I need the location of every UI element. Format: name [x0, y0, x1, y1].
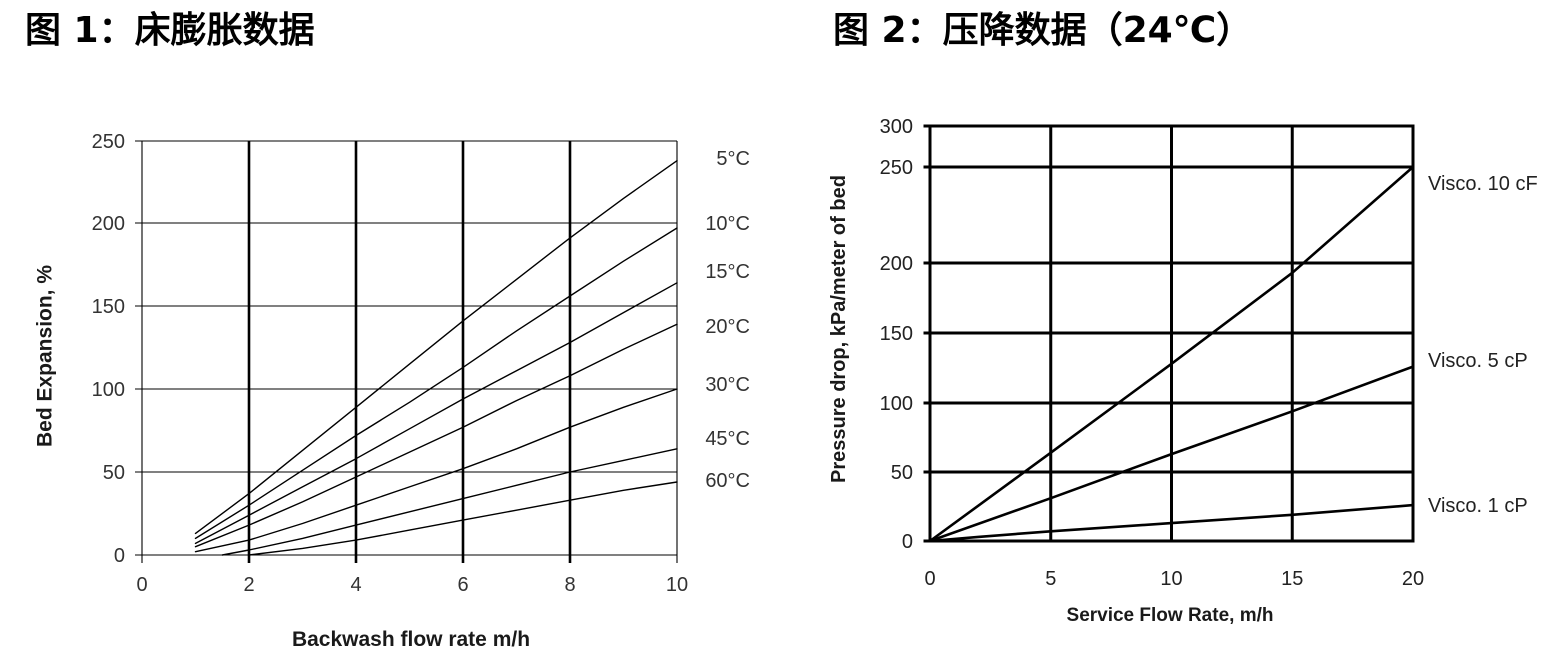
- series-label-visco-10-cf: Visco. 10 cF: [1428, 173, 1538, 195]
- chart-1: 0 50 100 150 200 250 0 2 4 6 8 10 Bed Expansion, % Ba…: [33, 131, 750, 651]
- grid: [923, 124, 1415, 543]
- series-line-10-c: [194, 227, 678, 540]
- y-tick-label-100: 100: [880, 393, 913, 415]
- x-tick-label-6: 6: [457, 574, 468, 596]
- x-tick-label-5: 5: [1045, 568, 1056, 590]
- x-tick-label-15: 15: [1281, 568, 1303, 590]
- series-label-10-c: 10°C: [705, 213, 750, 235]
- y-tick-label-0: 0: [114, 545, 125, 567]
- series-line-60-c: [248, 481, 678, 556]
- y-tick-label-250: 250: [880, 157, 913, 179]
- y-tick-label-150: 150: [880, 323, 913, 345]
- series-label-visco-5-cp: Visco. 5 cP: [1428, 350, 1528, 372]
- series-label-45-c: 45°C: [705, 428, 750, 450]
- y-tick-label-100: 100: [92, 379, 125, 401]
- x-tick-label-20: 20: [1402, 568, 1424, 590]
- x-tick-label-10: 10: [666, 574, 688, 596]
- grid: [135, 140, 678, 563]
- x-tick-label-10: 10: [1160, 568, 1182, 590]
- y-tick-label-300: 300: [880, 116, 913, 138]
- x-tick-label-0: 0: [136, 574, 147, 596]
- y-tick-label-150: 150: [92, 296, 125, 318]
- x-tick-label-4: 4: [350, 574, 361, 596]
- x-axis-label: Backwash flow rate m/h: [292, 628, 530, 651]
- chart-2: 0 50 100 150 200 250 300 0 5 10 15 20 Pressure drop,…: [828, 116, 1538, 626]
- series-label-20-c: 20°C: [705, 316, 750, 338]
- y-tick-label-200: 200: [92, 213, 125, 235]
- y-tick-label-50: 50: [891, 462, 913, 484]
- y-tick-label-200: 200: [880, 253, 913, 275]
- series-label-visco-1-cp: Visco. 1 cP: [1428, 495, 1528, 517]
- series-label-60-c: 60°C: [705, 470, 750, 492]
- figure-1-title: 图 1：床膨胀数据: [25, 10, 315, 51]
- series-label-15-c: 15°C: [705, 261, 750, 283]
- series-line-5-c: [194, 159, 678, 535]
- y-axis-label: Pressure drop, kPa/meter of bed: [828, 175, 850, 483]
- series-line-visco-10-cf: [928, 165, 1415, 543]
- x-axis-label: Service Flow Rate, m/h: [1067, 605, 1274, 626]
- series-line-visco-1-cp: [928, 503, 1415, 543]
- y-axis-label: Bed Expansion, %: [33, 265, 56, 447]
- series-line-15-c: [194, 282, 678, 545]
- series-line-30-c: [194, 388, 678, 553]
- figure-2-title: 图 2：压降数据（24℃）: [833, 10, 1253, 51]
- series-line-20-c: [194, 323, 678, 548]
- x-tick-label-2: 2: [243, 574, 254, 596]
- series-line-visco-5-cp: [928, 365, 1415, 543]
- y-tick-label-0: 0: [902, 531, 913, 553]
- series-label-5-c: 5°C: [716, 148, 750, 170]
- series-label-30-c: 30°C: [705, 374, 750, 396]
- y-tick-label-50: 50: [103, 462, 125, 484]
- x-tick-label-0: 0: [924, 568, 935, 590]
- x-tick-label-8: 8: [564, 574, 575, 596]
- series-line-45-c: [221, 448, 678, 556]
- y-tick-label-250: 250: [92, 131, 125, 153]
